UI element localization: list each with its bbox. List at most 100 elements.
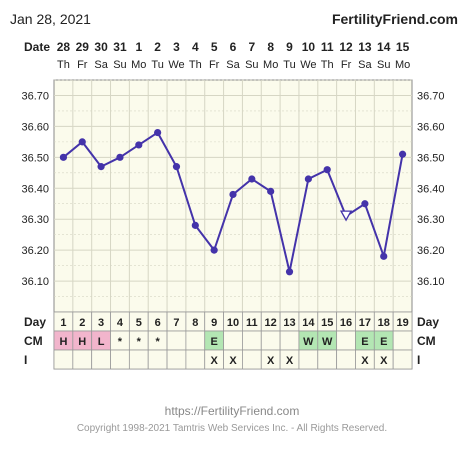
date-label: 28 (57, 40, 71, 54)
y-tick-label-left: 36.10 (21, 276, 49, 288)
row-cell (185, 349, 206, 370)
row-cell (392, 330, 413, 351)
day-number: 19 (396, 317, 408, 329)
weekday-label: Th (57, 59, 70, 71)
date-label: 15 (396, 40, 410, 54)
temperature-point (361, 200, 369, 208)
temperature-point (380, 252, 388, 260)
row-label-right: I (417, 353, 420, 367)
date-row-label: Date (24, 40, 50, 54)
day-number: 16 (340, 317, 352, 329)
row-cell (317, 349, 338, 370)
row-cell (128, 349, 149, 370)
weekday-label: Sa (94, 59, 108, 71)
row-cell (110, 349, 130, 370)
row-cell (72, 349, 93, 370)
day-number: 1 (60, 317, 66, 329)
row-cell (392, 349, 413, 370)
row-cell (298, 349, 319, 370)
weekday-label: Mo (263, 59, 278, 71)
date-label: 6 (230, 40, 237, 54)
y-axis-labels: 36.70 36.70 36.60 36.60 36.50 36.50 36.40 36.40… (21, 90, 444, 288)
day-number: 8 (192, 317, 198, 329)
date-label: 14 (377, 40, 391, 54)
row-cell (166, 349, 187, 370)
row-label-left: CM (24, 334, 43, 348)
weekday-label: Su (377, 59, 390, 71)
plot-grid (54, 79, 412, 312)
y-tick-label-right: 36.60 (417, 121, 445, 133)
y-tick-label-right: 36.10 (417, 276, 445, 288)
intercourse-mark: X (361, 355, 369, 367)
day-number: 5 (136, 317, 142, 329)
row-cell (147, 349, 168, 370)
date-label: 9 (286, 40, 293, 54)
weekday-label: Mo (395, 59, 410, 71)
row-label-right: Day (417, 315, 439, 329)
day-number: 18 (378, 317, 390, 329)
day-number: 12 (265, 317, 277, 329)
row-cell (260, 330, 281, 351)
temperature-point (323, 166, 331, 174)
date-label: 4 (192, 40, 199, 54)
temperature-point (248, 175, 256, 183)
weekday-label: Sa (226, 59, 240, 71)
date-label: 11 (321, 40, 334, 54)
row-cell (223, 330, 243, 351)
temperature-point (154, 128, 162, 137)
y-tick-label-right: 36.50 (417, 152, 445, 164)
cm-value: E (361, 336, 368, 348)
intercourse-mark: X (286, 355, 294, 367)
intercourse-mark: X (229, 355, 237, 367)
cm-value: L (98, 336, 105, 348)
temperature-point (135, 141, 143, 149)
y-tick-label-left: 36.70 (21, 90, 49, 102)
weekday-label: We (300, 59, 316, 71)
temperature-point (116, 153, 124, 161)
y-tick-label-right: 36.30 (417, 214, 445, 226)
day-number: 4 (117, 317, 124, 329)
temperature-point (229, 190, 237, 199)
weekday-label: Tu (151, 59, 163, 71)
date-label: 7 (248, 40, 255, 54)
footer-url[interactable]: https://FertilityFriend.com (165, 404, 300, 418)
row-label-left: I (24, 353, 27, 367)
weekday-label: Fr (341, 59, 352, 71)
day-number: 11 (246, 317, 258, 329)
cm-value: * (118, 336, 123, 348)
brand-name: FertilityFriend.com (332, 11, 458, 27)
cm-value: H (59, 336, 67, 348)
temperature-points (59, 128, 407, 276)
day-number: 3 (98, 317, 104, 329)
temperature-point (285, 268, 294, 276)
row-cell (279, 330, 300, 351)
row-label-left: Day (24, 315, 46, 329)
weekday-label: Sa (358, 59, 372, 71)
temperature-point (304, 175, 312, 183)
chart-date: Jan 28, 2021 (10, 11, 91, 27)
day-number: 17 (359, 317, 371, 329)
temperature-point (78, 138, 86, 146)
y-tick-label-left: 36.40 (21, 183, 49, 195)
weekday-label: Fr (209, 59, 220, 71)
date-label: 2 (154, 40, 161, 54)
intercourse-mark: X (267, 355, 275, 367)
temperature-point (210, 246, 218, 254)
date-label: 8 (267, 40, 274, 54)
temperature-point (59, 153, 68, 161)
cm-value: W (322, 336, 333, 348)
temperature-point (398, 150, 407, 158)
weekday-label: Mo (131, 59, 146, 71)
row-cell (166, 330, 187, 351)
cm-value: W (303, 336, 314, 348)
date-label: 29 (76, 40, 90, 54)
temperature-point-open (339, 210, 353, 222)
temperature-point (172, 163, 181, 171)
day-number: 2 (79, 317, 85, 329)
cm-value: H (78, 336, 86, 348)
row-cell (336, 330, 356, 351)
day-number: 6 (155, 317, 161, 329)
row-cell (336, 349, 356, 370)
